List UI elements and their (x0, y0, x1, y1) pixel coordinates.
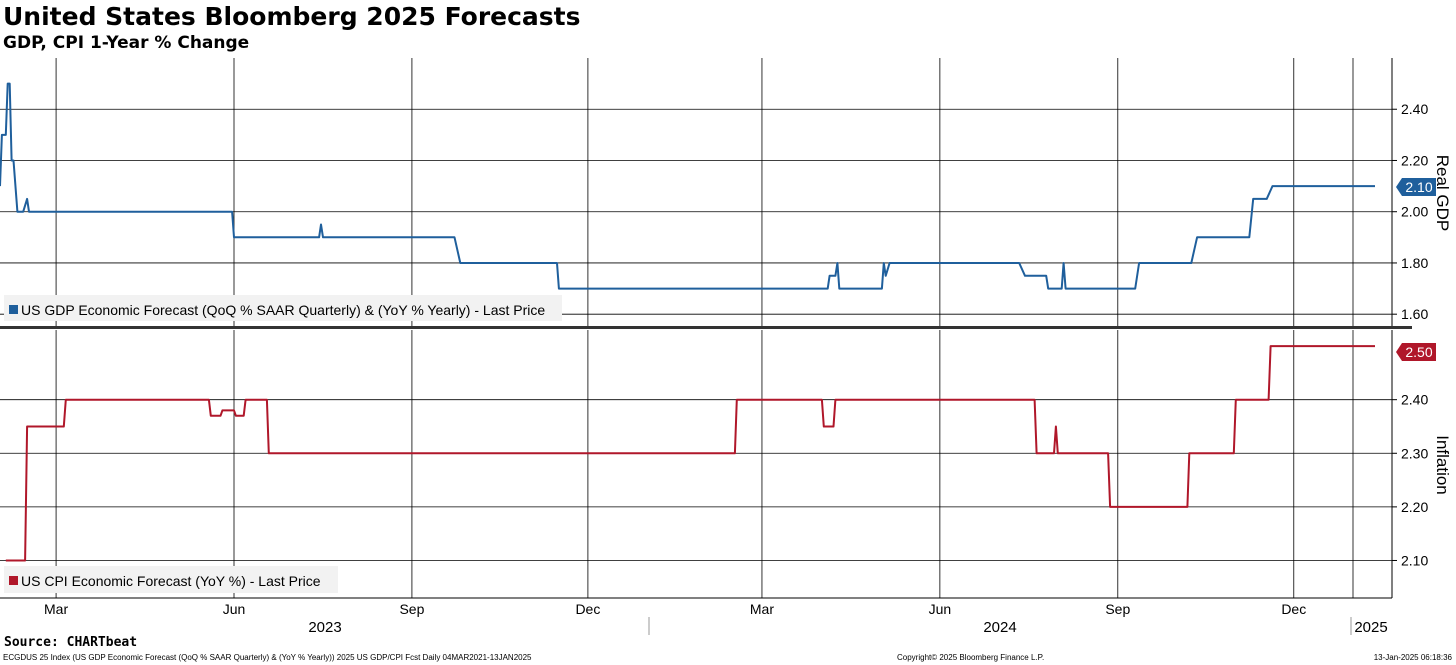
x-tick-label: Sep (1105, 601, 1130, 617)
cpi-legend-swatch (9, 576, 18, 585)
cpi-last-value: 2.50 (1405, 344, 1432, 360)
x-tick-label: Jun (223, 601, 246, 617)
y-tick-label: 2.10 (1401, 552, 1428, 568)
panel-divider (0, 326, 1412, 329)
chart-subtitle: GDP, CPI 1-Year % Change (3, 33, 250, 53)
y-tick-label: 2.40 (1401, 392, 1428, 408)
year-label: 2023 (308, 619, 341, 636)
x-tick-label: Dec (1281, 601, 1306, 617)
gdp-legend-label: US GDP Economic Forecast (QoQ % SAAR Qua… (21, 302, 545, 318)
y-tick-label: 1.60 (1401, 306, 1428, 322)
year-label: 2025 (1354, 619, 1387, 636)
cpi-legend-label: US CPI Economic Forecast (YoY %) - Last … (21, 573, 321, 589)
x-tick-label: Sep (399, 601, 424, 617)
source-note: Source: CHARTbeat (4, 635, 138, 650)
y-tick-label: 2.20 (1401, 152, 1428, 168)
panel-divider-bar (0, 326, 1412, 329)
y-tick-label: 1.80 (1401, 255, 1428, 271)
cpi-axis-title: Inflation (1433, 435, 1452, 495)
gdp-axis-title: Real GDP (1433, 155, 1452, 232)
gdp-legend-swatch (9, 305, 18, 314)
gdp-last-value: 2.10 (1405, 179, 1432, 195)
y-tick-label: 2.40 (1401, 101, 1428, 117)
gdp-last-value-tag (1396, 178, 1436, 196)
footer-description: ECGDUS 25 Index (US GDP Economic Forecas… (3, 653, 532, 662)
cpi-legend-box (4, 566, 338, 593)
year-label: 2024 (983, 619, 1016, 636)
x-tick-label: Mar (750, 601, 774, 617)
series-lines (0, 82, 1375, 562)
axis-labels: Mar Jun Sep Dec Mar Jun Sep Dec 2023 2024 2025 1.60… (44, 101, 1428, 636)
grid-lines (0, 58, 1397, 635)
cpi-last-value-tag (1396, 343, 1436, 361)
cpi-series-line (5, 345, 1375, 562)
chart-canvas: Mar Jun Sep Dec Mar Jun Sep Dec 2023 2024 2025 1.60… (0, 58, 1452, 636)
legend: US GDP Economic Forecast (QoQ % SAAR Qua… (4, 295, 562, 593)
chart-title: United States Bloomberg 2025 Forecasts (3, 2, 581, 31)
footer-copyright: Copyright© 2025 Bloomberg Finance L.P. (897, 653, 1045, 662)
y-tick-label: 2.20 (1401, 499, 1428, 515)
y-tick-label: 2.00 (1401, 204, 1428, 220)
x-tick-label: Mar (44, 601, 68, 617)
x-tick-label: Dec (575, 601, 600, 617)
y-tick-label: 2.30 (1401, 445, 1428, 461)
gdp-legend-box (4, 295, 562, 321)
gdp-series-line (0, 82, 1375, 290)
x-tick-label: Jun (929, 601, 952, 617)
footer-timestamp: 13-Jan-2025 06:18:36 (1373, 653, 1452, 662)
